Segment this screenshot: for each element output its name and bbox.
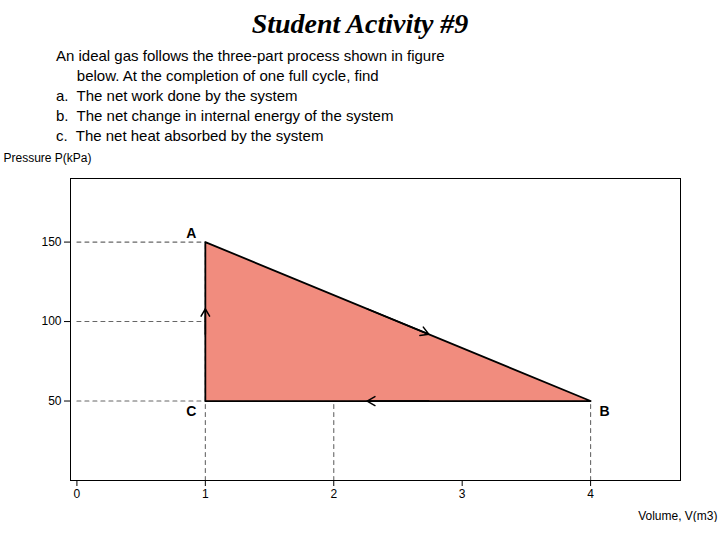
svg-text:1: 1 <box>202 487 209 501</box>
html-text:below. At the completion of on: below. At the completion of one full cyc… <box>56 67 379 84</box>
svg-text:B: B <box>600 403 610 419</box>
svg-text:50: 50 <box>48 394 62 408</box>
svg-text:100: 100 <box>41 314 61 328</box>
svg-text:4: 4 <box>587 487 594 501</box>
svg-text:Pressure P(kPa): Pressure P(kPa) <box>4 151 92 165</box>
svg-text:Volume, V(m3): Volume, V(m3) <box>638 509 717 523</box>
html-text:Student Activity #9: Student Activity #9 <box>251 8 469 39</box>
html-text:An ideal gas follows the three: An ideal gas follows the three-part proc… <box>56 47 445 64</box>
svg-text:A: A <box>186 225 196 241</box>
html-text:b. The net change in internal: b. The net change in internal energy of … <box>56 107 394 124</box>
svg-text:3: 3 <box>459 487 466 501</box>
svg-text:2: 2 <box>330 487 337 501</box>
svg-text:C: C <box>186 403 196 419</box>
svg-text:150: 150 <box>41 235 61 249</box>
html-text:c. The net heat absorbed by th: c. The net heat absorbed by the system <box>56 127 324 144</box>
svg-text:0: 0 <box>74 487 81 501</box>
html-text:a. The net work done by the sy: a. The net work done by the system <box>56 87 298 104</box>
